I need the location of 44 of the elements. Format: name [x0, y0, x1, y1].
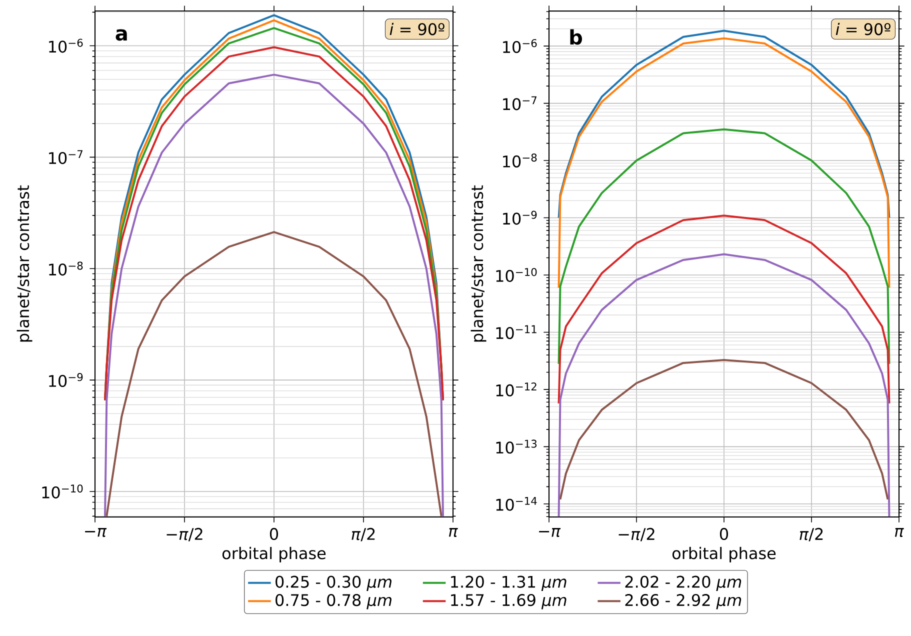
annotation: i = 90º: [390, 22, 444, 36]
legend-label: 2.66 - 2.92 μm: [625, 594, 742, 610]
y-tick-label: 10$^{−10}$: [42, 484, 83, 498]
y-tick-label: 10$^{−13}$: [496, 440, 537, 454]
y-tick-label: 10$^{−9}$: [49, 373, 83, 388]
annotation: a: [116, 29, 127, 41]
line-series: [558, 128, 890, 365]
x-tick-label: π/2: [800, 528, 823, 542]
x-tick-label: 0: [720, 528, 728, 540]
y-axis-title: planet/star contrast: [16, 185, 32, 342]
x-axis-title: orbital phase: [672, 546, 776, 562]
x-tick-label: −π: [539, 528, 561, 537]
line-series: [558, 253, 890, 518]
legend-label: 1.57 - 1.69 μm: [451, 594, 566, 610]
legend-label: 2.02 - 2.20 μm: [625, 576, 742, 591]
y-tick-label: 10$^{−6}$: [49, 38, 83, 53]
x-axis-title: orbital phase: [222, 546, 326, 562]
y-tick-label: 10$^{−14}$: [496, 496, 537, 511]
legend-label: 1.20 - 1.31 μm: [451, 576, 566, 591]
x-tick-label: π/2: [352, 528, 375, 542]
y-tick-label: 10$^{−11}$: [496, 325, 536, 340]
x-tick-label: −π/2: [618, 528, 654, 542]
y-tick-label: 10$^{−7}$: [503, 96, 536, 110]
y-tick-label: 10$^{−7}$: [49, 150, 82, 164]
x-tick-label: 0: [270, 528, 278, 540]
line-series: [104, 74, 444, 518]
y-tick-label: 10$^{−9}$: [503, 210, 537, 225]
y-axis-title: planet/star contrast: [470, 185, 486, 342]
x-tick-label: π: [894, 528, 904, 537]
line-series: [106, 231, 442, 518]
annotation: i = 90º: [836, 22, 890, 36]
y-tick-label: 10$^{−8}$: [503, 154, 537, 168]
legend-label: 0.75 - 0.78 μm: [276, 594, 392, 610]
y-tick-label: 10$^{−6}$: [503, 39, 537, 54]
x-tick-label: −π/2: [166, 528, 202, 542]
line-series: [559, 358, 889, 500]
x-tick-label: −π: [85, 528, 107, 537]
legend-label: 0.25 - 0.30 μm: [276, 576, 392, 591]
y-tick-label: 10$^{−10}$: [496, 268, 537, 282]
y-tick-label: 10$^{−12}$: [496, 382, 536, 396]
x-tick-label: π: [448, 528, 458, 537]
annotation: b: [570, 29, 582, 45]
line-series: [558, 214, 890, 404]
y-tick-label: 10$^{−8}$: [49, 262, 83, 276]
